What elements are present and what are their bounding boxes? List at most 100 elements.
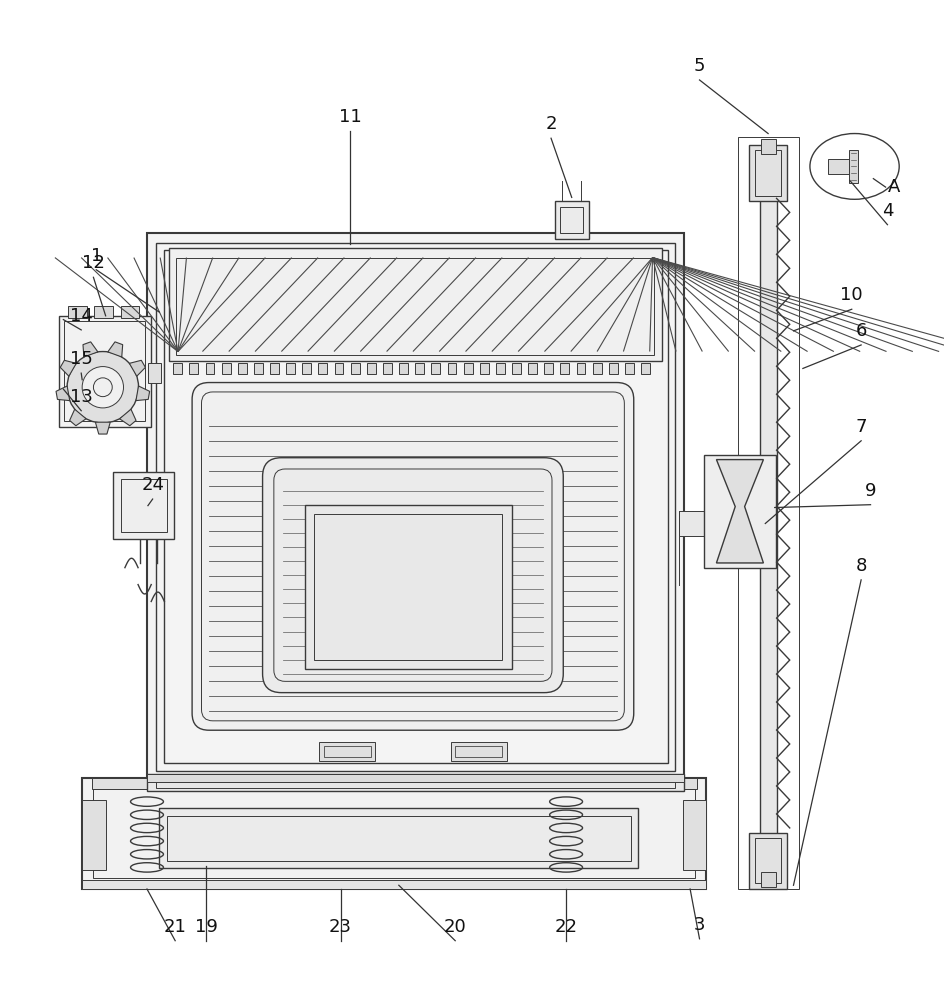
Text: 20: 20 [444,918,466,936]
Bar [82,800,105,870]
Bar [447,363,456,374]
Bar [335,363,343,374]
Bar [222,363,230,374]
Polygon shape [96,422,110,434]
Bar [704,455,775,568]
Bar [760,872,775,887]
Bar [455,746,502,757]
Text: A: A [887,178,900,196]
Polygon shape [61,360,76,376]
Bar [254,363,263,374]
Bar [156,243,675,771]
Bar [683,800,706,870]
Text: 8: 8 [855,557,866,575]
Bar [113,472,174,539]
Bar [367,363,375,374]
Bar [431,363,440,374]
Bar [609,363,618,374]
Bar [314,514,502,660]
Polygon shape [717,460,763,563]
Text: 12: 12 [82,254,105,272]
Text: 5: 5 [694,57,705,75]
Bar [592,363,602,374]
Bar [480,363,488,374]
Bar [305,505,512,669]
Bar [829,159,848,174]
Bar [749,833,787,889]
Bar [679,511,758,536]
Text: 1: 1 [91,247,102,265]
Bar [147,233,684,780]
Text: 9: 9 [865,482,876,500]
Bar [92,778,697,789]
Bar [190,363,198,374]
Bar [755,150,781,196]
Bar [173,363,182,374]
Polygon shape [108,342,122,357]
Polygon shape [119,409,137,426]
Bar [302,363,311,374]
Bar [167,816,631,861]
Bar [496,363,504,374]
Text: 14: 14 [70,307,93,325]
Bar [848,150,858,183]
Bar [399,363,408,374]
Bar [147,774,684,791]
Text: 21: 21 [164,918,187,936]
Bar [238,363,246,374]
Bar [286,363,295,374]
Bar [64,321,145,421]
Polygon shape [129,360,145,376]
Polygon shape [56,386,70,401]
Bar [82,880,706,889]
Circle shape [67,352,138,423]
Bar [148,363,161,383]
Bar [755,838,781,883]
Polygon shape [83,342,98,357]
Text: 4: 4 [882,202,893,220]
Bar [156,778,675,788]
Text: 7: 7 [855,418,866,436]
Bar [94,789,695,878]
FancyBboxPatch shape [263,458,563,693]
Text: 2: 2 [545,115,556,133]
Bar [738,137,799,889]
Bar [641,363,650,374]
Bar [576,363,586,374]
Text: 23: 23 [329,918,352,936]
Bar [120,479,167,532]
Bar [528,363,538,374]
Bar [450,742,507,761]
FancyBboxPatch shape [192,383,634,730]
Bar [319,363,327,374]
Text: 13: 13 [70,388,93,406]
Text: 22: 22 [555,918,577,936]
Polygon shape [69,409,86,426]
Bar [415,363,424,374]
Bar [464,363,472,374]
Bar [560,363,570,374]
Bar [95,306,113,318]
Bar [544,363,554,374]
Bar [159,808,638,868]
Bar [759,147,776,880]
Text: 6: 6 [855,322,866,340]
Bar [512,363,521,374]
Bar [749,145,787,201]
Bar [383,363,392,374]
Polygon shape [136,386,150,401]
Bar [164,250,667,763]
Bar [319,742,375,761]
Bar [120,306,139,318]
Bar [625,363,634,374]
Text: 10: 10 [841,286,863,304]
Bar [555,201,589,239]
Bar [323,746,371,757]
Text: 11: 11 [338,108,361,126]
Text: 3: 3 [694,916,705,934]
Bar [206,363,214,374]
Bar [147,774,684,782]
Text: 19: 19 [194,918,218,936]
Text: 24: 24 [141,476,164,494]
Bar [82,778,706,889]
